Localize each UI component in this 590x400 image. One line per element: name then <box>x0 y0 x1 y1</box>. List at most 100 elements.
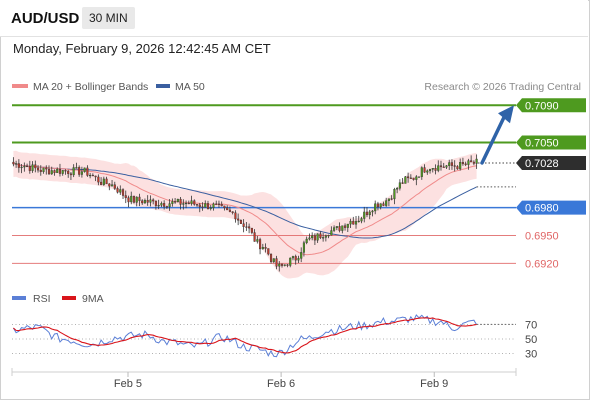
candle <box>149 195 152 207</box>
candle <box>349 218 352 228</box>
candle-body <box>404 176 407 184</box>
candle <box>31 161 34 173</box>
candle-body <box>368 211 371 216</box>
candle-body <box>97 176 100 183</box>
candle-body <box>193 200 196 205</box>
candle-body <box>467 160 470 165</box>
candle-body <box>289 257 292 266</box>
candle-body <box>212 203 215 208</box>
candle <box>376 201 379 211</box>
candle <box>365 207 369 218</box>
candle <box>475 154 478 169</box>
candle <box>56 167 59 173</box>
candle <box>385 197 388 207</box>
candle <box>215 200 218 206</box>
candle <box>53 169 56 176</box>
candle <box>193 199 196 206</box>
candle <box>146 195 149 206</box>
candle <box>467 158 470 170</box>
candle-body <box>316 233 319 241</box>
candle-body <box>382 203 385 206</box>
candle-body <box>217 203 221 205</box>
candle-body <box>245 226 248 228</box>
candle-body <box>338 226 341 231</box>
candle <box>42 167 45 174</box>
candle-body <box>437 165 440 171</box>
candle <box>195 204 199 207</box>
candle <box>264 243 267 253</box>
candle-body <box>333 227 336 231</box>
candle <box>319 231 322 240</box>
ma20-legend-label: MA 20 + Bollinger Bands <box>33 81 148 93</box>
candle <box>289 257 292 268</box>
candle <box>204 200 207 208</box>
candle-body <box>360 218 363 222</box>
candle <box>297 255 300 264</box>
candle-body <box>344 225 347 228</box>
candle-body <box>113 184 116 189</box>
candle <box>459 158 462 171</box>
candle <box>47 165 51 175</box>
candle <box>275 255 278 270</box>
candle-body <box>256 239 259 242</box>
candle-body <box>363 211 366 219</box>
candle <box>113 181 116 191</box>
candle-body <box>423 167 426 173</box>
candle <box>409 174 412 179</box>
candle-body <box>42 167 45 172</box>
candle <box>111 180 114 187</box>
candle-body <box>206 203 210 209</box>
candle-body <box>39 169 42 172</box>
candle-body <box>154 200 157 206</box>
candle-body <box>374 203 377 212</box>
candle <box>185 200 188 209</box>
candle-body <box>12 161 15 165</box>
candle-body <box>357 220 360 223</box>
candle-body <box>160 203 163 206</box>
candle <box>75 162 78 169</box>
candle <box>160 201 163 208</box>
candle <box>45 165 48 175</box>
candle <box>393 187 396 205</box>
candle <box>72 164 75 178</box>
arrow-head <box>498 105 514 124</box>
candle-body <box>174 201 177 203</box>
timeframe-badge[interactable]: 30 MIN <box>82 7 135 29</box>
candle-body <box>396 188 399 190</box>
candle-body <box>53 170 56 173</box>
candle <box>302 240 305 257</box>
candle <box>439 160 443 171</box>
candle <box>108 183 111 191</box>
candle-body <box>204 203 207 208</box>
candle <box>357 215 360 223</box>
candle <box>127 195 130 208</box>
candle <box>346 223 349 232</box>
candle <box>61 170 64 176</box>
rsi-line <box>12 314 478 358</box>
candle <box>434 164 437 175</box>
candle <box>89 172 92 179</box>
candle <box>102 176 105 186</box>
candle <box>174 198 177 204</box>
candle <box>100 177 103 186</box>
rsi-legend-label: RSI <box>33 293 51 305</box>
candle <box>272 258 275 264</box>
candle-body <box>398 182 401 189</box>
candle <box>220 201 223 207</box>
candle-body <box>220 203 223 207</box>
candle-body <box>163 203 166 207</box>
candle-body <box>472 161 475 164</box>
candle-body <box>47 168 51 175</box>
level-label-support: 0.6920 <box>525 258 559 270</box>
candle-body <box>171 201 174 204</box>
candle <box>130 191 133 205</box>
candle-body <box>105 178 108 185</box>
candle-body <box>475 158 478 164</box>
candle <box>461 157 464 166</box>
candle <box>217 200 221 208</box>
candle-body <box>250 227 253 233</box>
candle <box>198 202 201 213</box>
candle <box>338 222 341 233</box>
candle-body <box>127 197 130 203</box>
